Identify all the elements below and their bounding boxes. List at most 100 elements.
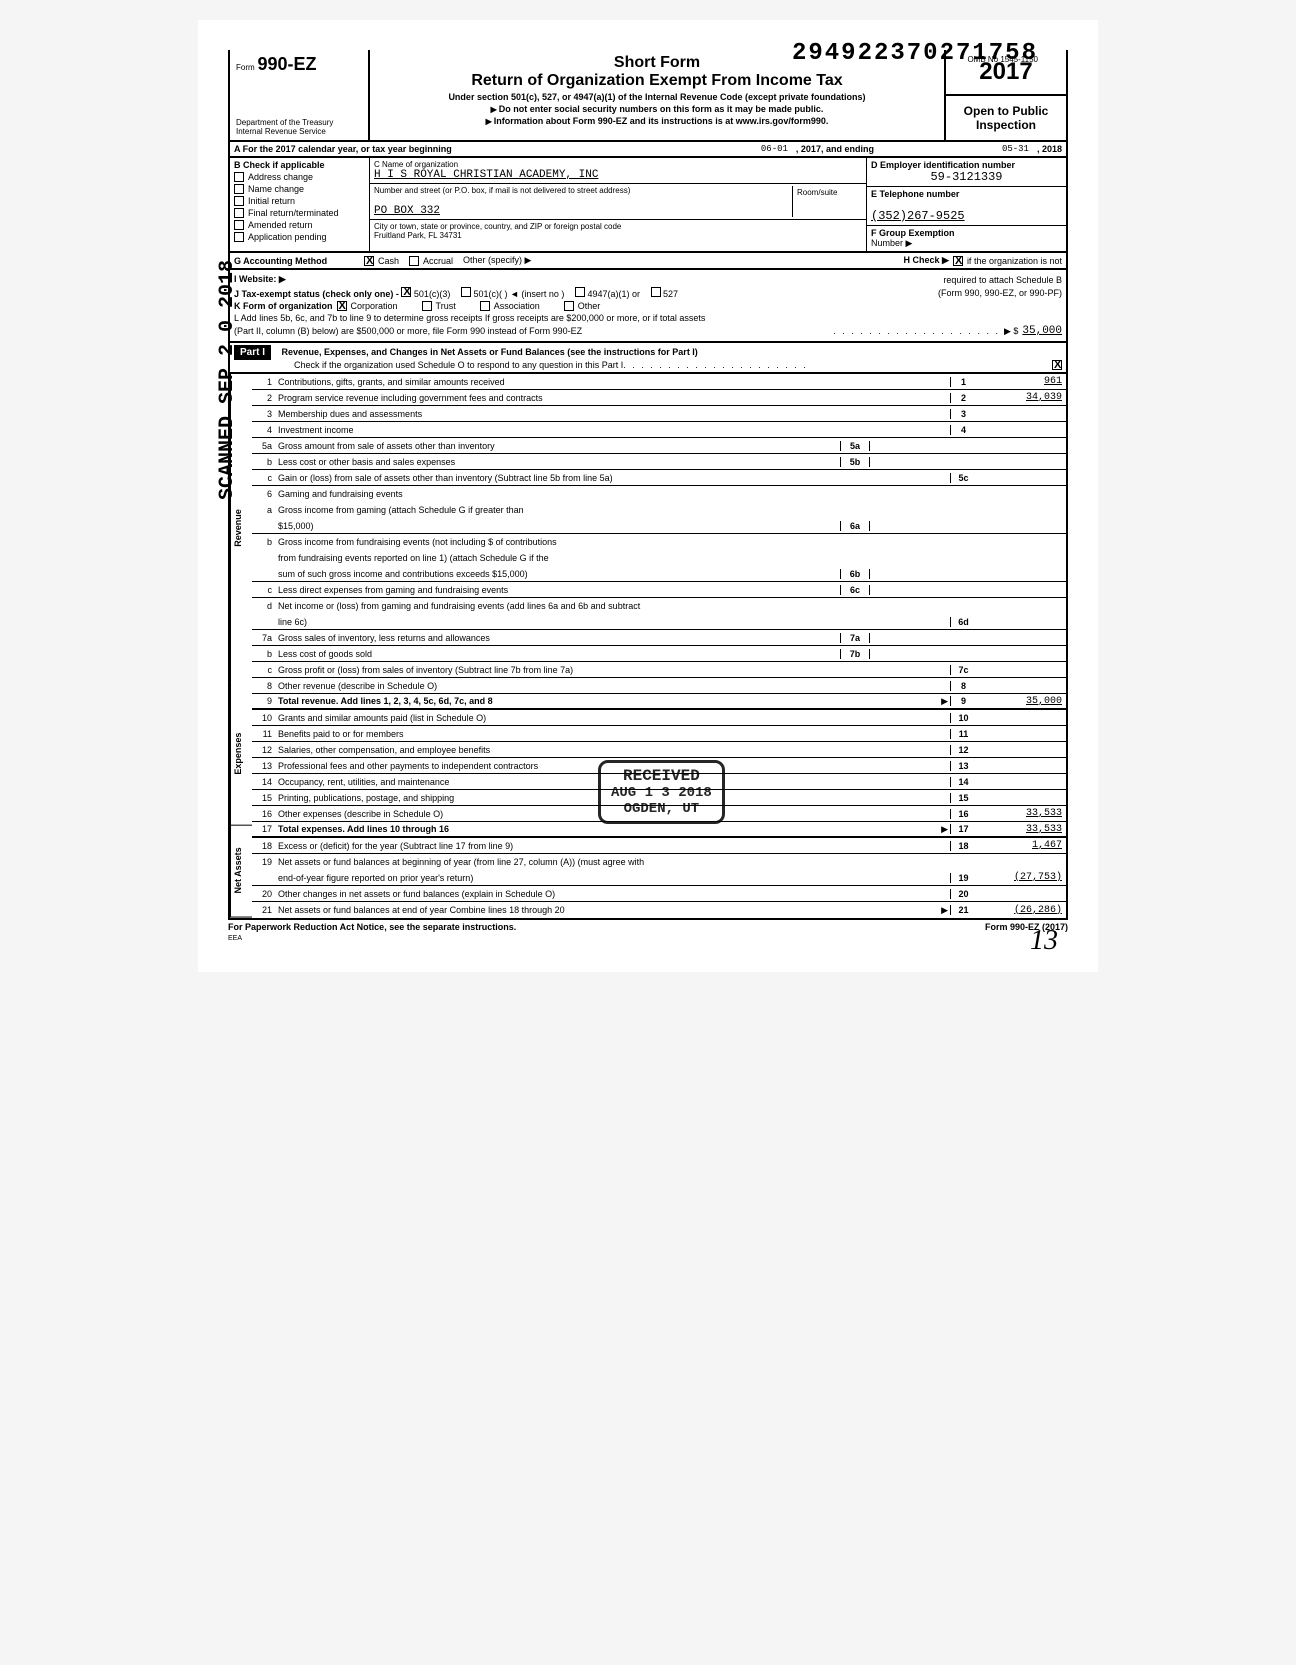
checkbox-cash[interactable] bbox=[364, 256, 374, 266]
received-date: AUG 1 3 2018 bbox=[611, 785, 712, 801]
end-date: 05-31 bbox=[994, 144, 1037, 154]
checkbox-final-return[interactable] bbox=[234, 208, 244, 218]
b-item-4: Amended return bbox=[248, 220, 313, 230]
omb-number: OMB No 1545-1150 bbox=[967, 55, 1038, 64]
line-5b: bLess cost or other basis and sales expe… bbox=[252, 454, 1066, 470]
line-6a-1: aGross income from gaming (attach Schedu… bbox=[252, 502, 1066, 518]
name-label: C Name of organization bbox=[374, 160, 862, 169]
line-1: 1Contributions, gifts, grants, and simil… bbox=[252, 374, 1066, 390]
accrual-label: Accrual bbox=[423, 256, 453, 266]
part1-label: Part I bbox=[234, 345, 271, 360]
j-opt-1: 501(c)( bbox=[473, 289, 502, 299]
line-7a: 7aGross sales of inventory, less returns… bbox=[252, 630, 1066, 646]
other-specify: Other (specify) ▶ bbox=[463, 255, 531, 266]
dept-treasury: Department of the Treasury bbox=[236, 118, 362, 127]
line-3: 3Membership dues and assessments3 bbox=[252, 406, 1066, 422]
line-17: 17Total expenses. Add lines 10 through 1… bbox=[252, 822, 1066, 838]
section-def: D Employer identification number 59-3121… bbox=[866, 158, 1066, 251]
open-public: Open to Public Inspection bbox=[946, 96, 1066, 140]
h-text: if the organization is not bbox=[967, 256, 1062, 266]
checkbox-name-change[interactable] bbox=[234, 184, 244, 194]
line-2: 2Program service revenue including gover… bbox=[252, 390, 1066, 406]
checkbox-corporation[interactable] bbox=[337, 301, 347, 311]
line-20: 20Other changes in net assets or fund ba… bbox=[252, 886, 1066, 902]
checkbox-h[interactable] bbox=[953, 256, 963, 266]
j-opt-0: 501(c)(3) bbox=[414, 289, 451, 299]
received-location: OGDEN, UT bbox=[611, 801, 712, 817]
line-6a-2: $15,000)6a bbox=[252, 518, 1066, 534]
room-suite: Room/suite bbox=[792, 186, 862, 217]
row-a-mid: , 2017, and ending bbox=[796, 144, 874, 154]
checkbox-application-pending[interactable] bbox=[234, 232, 244, 242]
form-page: 294922370271758 OMB No 1545-1150 Form 99… bbox=[198, 20, 1098, 972]
g-label: G Accounting Method bbox=[234, 256, 364, 266]
side-net-assets: Net Assets bbox=[230, 825, 252, 918]
checkbox-initial-return[interactable] bbox=[234, 196, 244, 206]
section-c: C Name of organization H I S ROYAL CHRIS… bbox=[370, 158, 866, 251]
line-6: 6Gaming and fundraising events bbox=[252, 486, 1066, 502]
k-label: K Form of organization bbox=[234, 301, 333, 311]
lines-column: 1Contributions, gifts, grants, and simil… bbox=[252, 374, 1066, 918]
do-not-enter: Do not enter social security numbers on … bbox=[378, 104, 936, 114]
main-table: Revenue Expenses Net Assets 1Contributio… bbox=[228, 374, 1068, 920]
checkbox-501c[interactable] bbox=[461, 287, 471, 297]
checkbox-accrual[interactable] bbox=[409, 256, 419, 266]
footer-eea: EEA bbox=[228, 935, 242, 942]
city-label: City or town, state or province, country… bbox=[374, 222, 862, 231]
checkbox-schedule-o[interactable] bbox=[1052, 360, 1062, 370]
city: Fruitland Park, FL 34731 bbox=[374, 231, 462, 240]
val-16: 33,533 bbox=[976, 808, 1066, 819]
open-public-text: Open to Public bbox=[946, 104, 1066, 118]
line-4: 4Investment income4 bbox=[252, 422, 1066, 438]
line-6b-1: bGross income from fundraising events (n… bbox=[252, 534, 1066, 550]
j-opt-3: 4947(a)(1) or bbox=[587, 289, 640, 299]
k-opt-2: Association bbox=[494, 301, 540, 311]
checkbox-501c3[interactable] bbox=[401, 287, 411, 297]
line-10: 10Grants and similar amounts paid (list … bbox=[252, 710, 1066, 726]
checkbox-4947[interactable] bbox=[575, 287, 585, 297]
org-name-row: C Name of organization H I S ROYAL CHRIS… bbox=[370, 158, 866, 184]
line-5c: cGain or (loss) from sale of assets othe… bbox=[252, 470, 1066, 486]
street-row: Number and street (or P.O. box, if mail … bbox=[370, 184, 866, 220]
l-amount: 35,000 bbox=[1022, 325, 1062, 337]
b-item-1: Name change bbox=[248, 184, 304, 194]
val-9: 35,000 bbox=[976, 696, 1066, 707]
b-item-3: Final return/terminated bbox=[248, 208, 339, 218]
org-name: H I S ROYAL CHRISTIAN ACADEMY, INC bbox=[374, 169, 598, 181]
line-7c: cGross profit or (loss) from sales of in… bbox=[252, 662, 1066, 678]
cash-label: Cash bbox=[378, 256, 399, 266]
checkbox-other[interactable] bbox=[564, 301, 574, 311]
form-number: 990-EZ bbox=[257, 54, 316, 74]
row-a-end-year: , 2018 bbox=[1037, 144, 1062, 154]
footer: For Paperwork Reduction Act Notice, see … bbox=[228, 922, 1068, 942]
line-6c: cLess direct expenses from gaming and fu… bbox=[252, 582, 1066, 598]
street-label: Number and street (or P.O. box, if mail … bbox=[374, 186, 792, 195]
begin-date: 06-01 bbox=[753, 144, 796, 154]
bcdef-section: B Check if applicable Address change Nam… bbox=[228, 158, 1068, 253]
phone-row: E Telephone number (352)267-9525 bbox=[867, 187, 1066, 226]
phone: (352)267-9525 bbox=[871, 209, 965, 223]
row-a-prefix: A For the 2017 calendar year, or tax yea… bbox=[234, 144, 452, 154]
form-label: Form bbox=[236, 63, 255, 72]
val-19: (27,753) bbox=[976, 872, 1066, 883]
val-2: 34,039 bbox=[976, 392, 1066, 403]
irs-label: Internal Revenue Service bbox=[236, 127, 362, 136]
received-title: RECEIVED bbox=[611, 767, 712, 785]
checkbox-address-change[interactable] bbox=[234, 172, 244, 182]
j-opt-2: (insert no ) bbox=[521, 289, 564, 299]
checkbox-association[interactable] bbox=[480, 301, 490, 311]
checkbox-trust[interactable] bbox=[422, 301, 432, 311]
k-opt-0: Corporation bbox=[351, 301, 398, 311]
line-6d-1: dNet income or (loss) from gaming and fu… bbox=[252, 598, 1066, 614]
b-header: B Check if applicable bbox=[234, 160, 365, 170]
checkbox-amended[interactable] bbox=[234, 220, 244, 230]
ein-row: D Employer identification number 59-3121… bbox=[867, 158, 1066, 187]
row-a: A For the 2017 calendar year, or tax yea… bbox=[228, 142, 1068, 158]
k-opt-1: Trust bbox=[436, 301, 456, 311]
checkbox-527[interactable] bbox=[651, 287, 661, 297]
group-number: Number ▶ bbox=[871, 238, 1062, 249]
return-title: Return of Organization Exempt From Incom… bbox=[378, 72, 936, 90]
line-6b-2: from fundraising events reported on line… bbox=[252, 550, 1066, 566]
line-8: 8Other revenue (describe in Schedule O)8 bbox=[252, 678, 1066, 694]
header-left: Form 990-EZ Department of the Treasury I… bbox=[230, 50, 370, 140]
